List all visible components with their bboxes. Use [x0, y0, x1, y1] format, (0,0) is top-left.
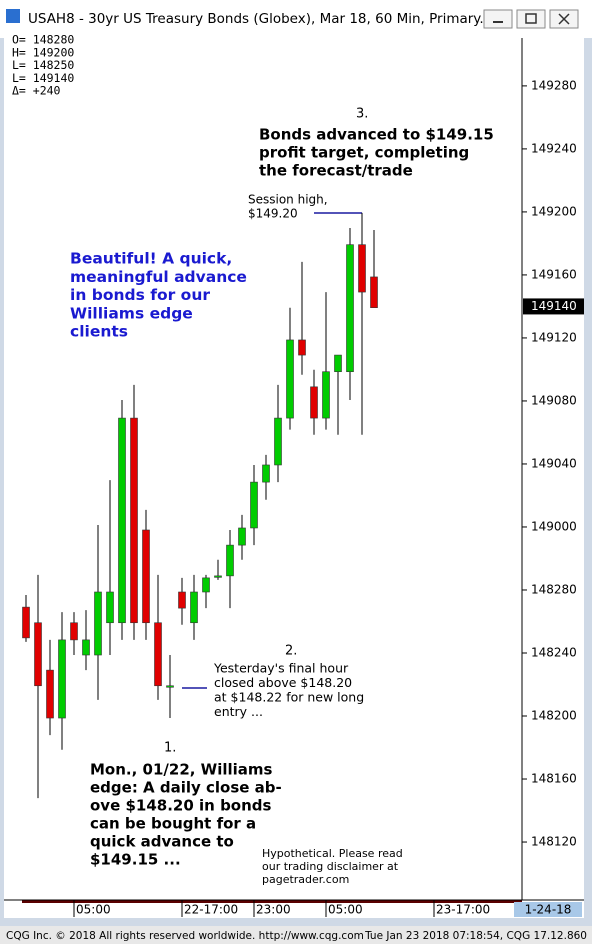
annotation-line: edge: A daily close ab-	[90, 779, 282, 797]
annotation-marker: 3.	[356, 107, 368, 122]
y-tick-label: 149120	[531, 330, 577, 344]
candle-body	[34, 622, 42, 687]
readout-line: Δ= +240	[12, 84, 61, 98]
y-tick-label: 149200	[531, 204, 577, 218]
annotation-line: in bonds for our	[70, 286, 210, 304]
annotation-line: $149.20	[248, 207, 298, 221]
annotation-line: Bonds advanced to $149.15	[259, 126, 494, 144]
annotation-line: Hypothetical. Please read	[262, 847, 403, 860]
y-tick-label: 149040	[531, 456, 577, 470]
candle-body	[154, 622, 162, 687]
candle-body	[310, 386, 318, 419]
annotation-line: quick advance to	[90, 833, 234, 851]
candle-body	[370, 276, 378, 308]
y-tick-label: 148240	[531, 645, 577, 659]
candle-body	[94, 591, 102, 656]
annotation-line: the forecast/trade	[259, 162, 413, 180]
price-axis	[522, 38, 584, 900]
candle-body	[22, 606, 30, 639]
annotation-marker: 2.	[285, 644, 297, 659]
candle-body	[70, 622, 78, 641]
annotation-line: closed above $148.20	[214, 675, 352, 690]
session-bar	[22, 900, 522, 903]
candle-body	[262, 464, 270, 483]
time-axis	[4, 900, 584, 918]
y-tick-label: 149000	[531, 519, 577, 533]
y-tick-label: 149160	[531, 267, 577, 281]
candle-body	[202, 577, 210, 593]
maximize-button[interactable]	[516, 9, 546, 29]
window-title: USAH8 - 30yr US Treasury Bonds (Globex),…	[28, 11, 492, 27]
footer-left: CQG Inc. © 2018 All rights reserved worl…	[6, 930, 364, 942]
annotation-line: pagetrader.com	[262, 873, 349, 886]
candle-body	[106, 591, 114, 624]
annotation-line: at $148.22 for new long	[214, 690, 364, 705]
y-tick-label: 149240	[531, 141, 577, 155]
candle-body	[214, 575, 222, 578]
annotation-line: $149.15 ...	[90, 851, 181, 869]
candle-body	[226, 544, 234, 577]
candle-body	[118, 417, 126, 624]
readout-line: L= 148250	[12, 58, 74, 72]
annotation-line: our trading disclaimer at	[262, 860, 399, 873]
x-tick-label: 22-17:00	[184, 903, 238, 917]
candle-body	[130, 417, 138, 624]
status-bar	[0, 926, 592, 944]
annotation-line: profit target, completing	[259, 144, 469, 162]
annotation-line: meaningful advance	[70, 268, 247, 286]
candle-body	[58, 639, 66, 719]
app-icon	[6, 9, 20, 23]
window-buttons[interactable]	[483, 9, 579, 29]
annotation-line: entry ...	[214, 704, 263, 719]
candle-body	[166, 685, 174, 688]
candle-body	[346, 244, 354, 373]
minimize-button[interactable]	[483, 9, 513, 29]
maximize-icon	[525, 13, 537, 24]
candle-body	[250, 481, 258, 529]
date-label-box	[514, 902, 582, 917]
annotation-line: Session high,	[248, 193, 328, 207]
annotation-line: Beautiful! A quick,	[70, 250, 232, 268]
annotation-line: clients	[70, 323, 128, 341]
candle-body	[286, 339, 294, 419]
candle-body	[334, 354, 342, 373]
y-tick-label: 149280	[531, 78, 577, 92]
y-tick-label: 148120	[531, 835, 577, 849]
annotation-marker: 1.	[164, 741, 176, 756]
footer-right: Tue Jan 23 2018 07:18:54, CQG 17.12.860	[364, 930, 587, 942]
x-tick-label: 05:00	[328, 903, 363, 917]
y-tick-label: 148160	[531, 772, 577, 786]
candle-body	[190, 591, 198, 624]
y-tick-label: 149080	[531, 393, 577, 407]
candle-body	[46, 669, 54, 719]
last-price-box	[523, 298, 584, 315]
readout-line: H= 149200	[12, 45, 74, 59]
x-tick-label: 23-17:00	[436, 903, 490, 917]
candle-body	[142, 529, 150, 624]
close-icon	[558, 13, 570, 25]
y-tick-label: 148280	[531, 582, 577, 596]
annotation-line: can be bought for a	[90, 815, 256, 833]
readout-line: L= 149140	[12, 71, 74, 85]
candle-body	[322, 371, 330, 419]
y-tick-label: 148200	[531, 709, 577, 723]
candle-body	[238, 527, 246, 546]
last-price-label: 149140	[531, 299, 577, 313]
candle-body	[358, 244, 366, 293]
candle-body	[274, 417, 282, 466]
x-tick-label: 05:00	[76, 903, 111, 917]
annotation-line: ove $148.20 in bonds	[90, 797, 272, 815]
annotation-line: Williams edge	[70, 304, 193, 322]
annotation-line: Yesterday's final hour	[213, 661, 349, 676]
candle-body	[178, 591, 186, 609]
readout-line: O= 148280	[12, 33, 74, 47]
x-tick-label: 23:00	[256, 903, 291, 917]
date-label: 1-24-18	[525, 903, 572, 917]
candle-body	[298, 339, 306, 356]
annotation-line: Mon., 01/22, Williams	[90, 761, 273, 779]
candle-body	[82, 639, 90, 656]
